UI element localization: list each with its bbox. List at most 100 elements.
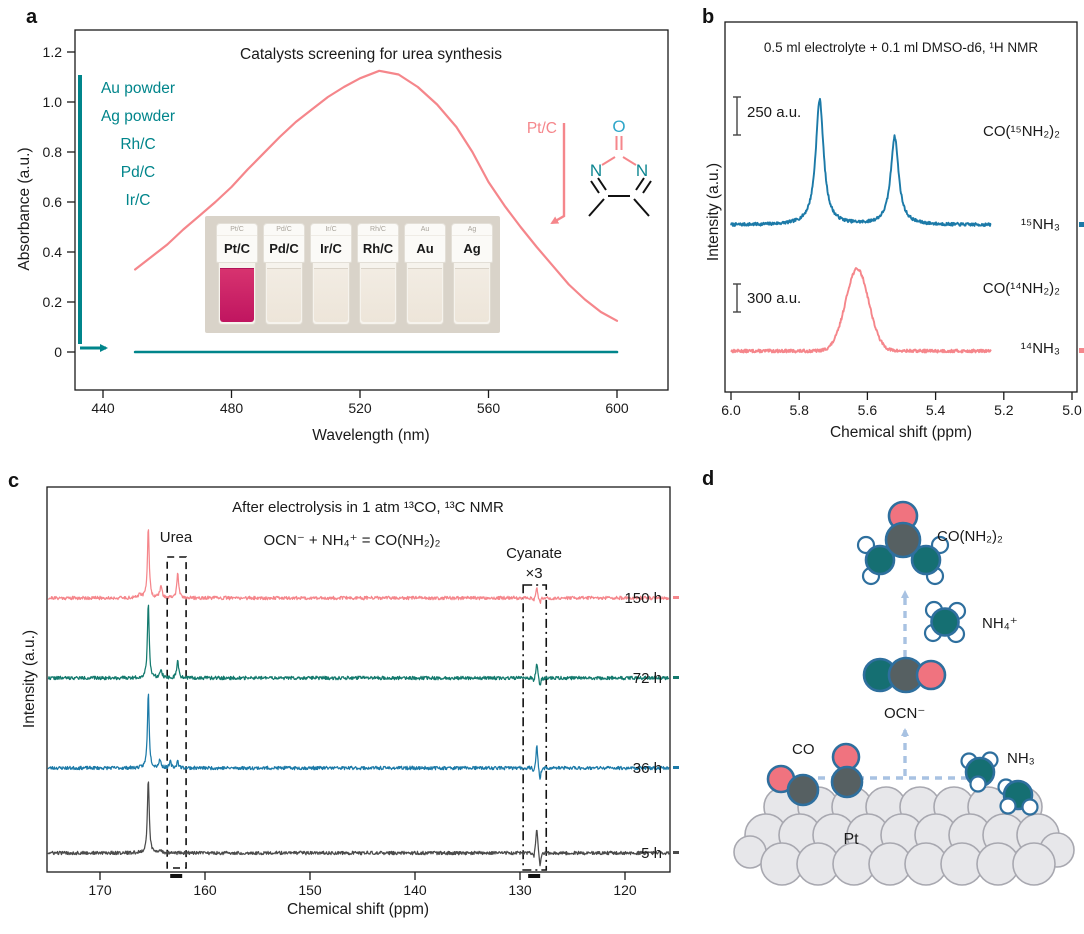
catalyst-list-item: Rh/C [120, 136, 156, 153]
vial-cap-label: Ag [463, 241, 481, 256]
nh3-hydrogen [1021, 798, 1039, 816]
b-xtick-label: 5.6 [858, 402, 878, 418]
c-xtick-label: 160 [193, 882, 217, 898]
platinum-label: Pt [843, 831, 859, 848]
scale-bar-label: 300 a.u. [747, 290, 801, 307]
c-xtick-label: 170 [88, 882, 112, 898]
b-xtick-label: 5.2 [994, 402, 1014, 418]
a-ytick-label: 0 [54, 344, 62, 360]
vial-body [218, 263, 256, 325]
co-label: CO [792, 741, 815, 758]
trace-edge-mark [673, 851, 679, 854]
sample-vial: Au Au [404, 223, 446, 327]
panel-c-label: c [8, 470, 20, 492]
electrolysis-time-label: 72 h [633, 670, 662, 687]
b-xtick-label: 5.8 [789, 402, 809, 418]
trace-edge-mark [1079, 222, 1084, 227]
cyanate-dashdot-box [522, 584, 548, 871]
vial-cap-label: Pt/C [224, 241, 250, 256]
vial-liquid [314, 268, 348, 322]
co-carbon [786, 773, 820, 807]
cyanate-region-label: Cyanate [506, 545, 562, 562]
c-title: After electrolysis in 1 atm ¹³CO, ¹³C NM… [232, 499, 504, 516]
urea-carbon [884, 521, 922, 559]
vial-cap-top-print: Au [405, 224, 445, 236]
catalyst-list-item: Au powder [100, 80, 176, 97]
vial-body [265, 263, 303, 325]
ammonia-label: NH₃ [1007, 750, 1035, 767]
b-plot-frame [724, 21, 1078, 393]
vial-cap-label: Pd/C [269, 241, 299, 256]
mechanism-diagram [733, 500, 1075, 886]
c-reaction-equation: OCN⁻ + NH₄⁺ = CO(NH₂)₂ [263, 532, 441, 549]
sample-vial: Ag Ag [451, 223, 493, 327]
nmr-trace-15n [730, 97, 992, 228]
trace-edge-mark [1079, 348, 1084, 353]
panel-d: d CO(NH₂)₂ NH₄⁺ OCN⁻ CO NH₃ Pt [690, 460, 1084, 934]
nh3-hydrogen [969, 775, 987, 793]
c13-trace [47, 781, 670, 867]
urea-species-label: CO(¹⁵NH₂)₂ [983, 123, 1060, 140]
a-ytick-label: 1.0 [43, 94, 63, 110]
a-xtick-label: 520 [348, 400, 372, 416]
panel-a-label: a [26, 6, 38, 28]
vial-body [453, 263, 491, 325]
vial-body [359, 263, 397, 325]
a-plot-frame [74, 29, 669, 391]
cyanate-multiplier-label: ×3 [525, 565, 543, 582]
a-ytick-label: 0.6 [43, 194, 63, 210]
scale-bar-label: 250 a.u. [747, 104, 801, 121]
c13-trace [47, 604, 670, 686]
ptc-curve-label: Pt/C [526, 120, 557, 137]
nh4-nitrogen [930, 607, 960, 637]
vial-liquid [267, 268, 301, 322]
vial-cap-label: Rh/C [362, 241, 394, 256]
panel-b-label: b [702, 6, 715, 28]
ocn-oxygen [915, 659, 947, 691]
b-xtick-label: 5.0 [1062, 402, 1082, 418]
oxygen-atom-label: O [612, 117, 625, 136]
vial-liquid [361, 268, 395, 322]
h1nmr-chart: 6.0 5.8 5.6 5.4 5.2 5.0 250 a.u. CO(¹⁵NH₂)₂ ¹⁵NH… [721, 21, 1084, 418]
b-header: 0.5 ml electrolyte + 0.1 ml DMSO-d6, ¹H … [763, 40, 1039, 55]
sample-vial: Ir/C Ir/C [310, 223, 352, 327]
c-yaxis-label: Intensity (a.u.) [21, 629, 38, 729]
electrolysis-time-label: 5 h [641, 845, 662, 862]
urea-underline-tick [170, 874, 183, 878]
a-xaxis-label: Wavelength (nm) [312, 427, 430, 444]
vial-liquid [220, 268, 254, 322]
vial-cap-top-print: Rh/C [358, 224, 398, 236]
c-plot-frame [46, 486, 671, 873]
vial-photo-inset: Pt/C Pt/C Pd/C Pd/C Ir/C Ir/C Rh/C Rh/C Au Au Ag Ag [205, 216, 500, 333]
vial-cap: Au Au [404, 223, 446, 263]
uvvis-chart: 0 0.2 0.4 0.6 0.8 1.0 1.2 440 480 520 560 600 O N N [43, 29, 669, 416]
co-carbon [830, 765, 864, 799]
urea-species-label: CO(¹⁴NH₂)₂ [983, 280, 1060, 297]
b-xtick-label: 5.4 [926, 402, 946, 418]
vial-cap-top-print: Ag [452, 224, 492, 236]
catalyst-list-item: Ir/C [125, 192, 151, 209]
a-xtick-label: 440 [91, 400, 115, 416]
vial-cap: Ir/C Ir/C [310, 223, 352, 263]
a-xtick-label: 600 [605, 400, 629, 416]
vial-cap-label: Au [416, 241, 434, 256]
vial-cap-top-print: Ir/C [311, 224, 351, 236]
c-xtick-label: 130 [508, 882, 532, 898]
b-xtick-label: 6.0 [721, 402, 741, 418]
a-xtick-label: 480 [220, 400, 244, 416]
a-ytick-label: 0.8 [43, 144, 63, 160]
urea-nitrogen [864, 544, 896, 576]
ammonia-species-label: ¹⁴NH₃ [1021, 340, 1060, 357]
c-xtick-label: 150 [298, 882, 322, 898]
urea-nitrogen [910, 544, 942, 576]
trace-edge-mark [673, 766, 679, 769]
vial-cap: Pt/C Pt/C [216, 223, 258, 263]
c13nmr-chart: 170 160 150 140 130 120 150 h 72 h 36 h 5 h [46, 486, 679, 898]
a-yaxis-label: Absorbance (a.u.) [16, 147, 33, 271]
nitrogen-atom-label: N [590, 161, 602, 180]
vial-cap: Ag Ag [451, 223, 493, 263]
zero-absorbance-catalyst-list: Au powder Ag powder Rh/C Pd/C Ir/C [86, 75, 190, 215]
ptc-pointer-arrow [550, 123, 566, 225]
c13-trace [47, 693, 670, 780]
